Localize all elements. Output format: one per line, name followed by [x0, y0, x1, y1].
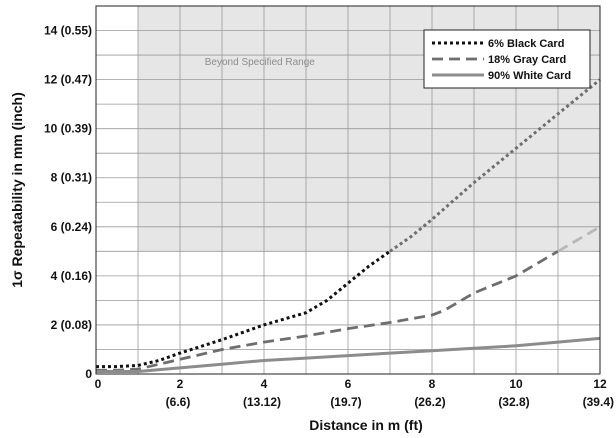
x-tick-sublabel: (19.7) — [330, 395, 361, 409]
x-tick-sublabel: (13.12) — [243, 395, 281, 409]
y-tick-label: 0 — [85, 367, 92, 381]
x-axis-title: Distance in m (ft) — [309, 417, 423, 433]
series-layer — [96, 78, 601, 373]
x-tick-label: 10 — [509, 377, 523, 391]
x-tick-sublabel: (39.4) — [583, 395, 614, 409]
plot-frame-layer — [95, 5, 601, 375]
x-tick-sublabel: (6.6) — [166, 395, 191, 409]
x-tick-label: 0 — [95, 377, 102, 391]
axis-title-layer: Distance in m (ft) 1σ Repeatability in mm… — [9, 92, 423, 433]
legend-label-2: 18% Gray Card — [488, 54, 566, 66]
x-tick-label: 4 — [261, 377, 268, 391]
series-line-1-beyond-range — [389, 78, 601, 253]
x-tick-label: 2 — [177, 377, 184, 391]
x-tick-sublabel: (26.2) — [414, 395, 445, 409]
y-tick-label: 12 (0.47) — [44, 73, 92, 87]
y-tick-label: 8 (0.31) — [51, 171, 92, 185]
x-tick-label: 12 — [593, 377, 607, 391]
y-tick-label: 6 (0.24) — [51, 220, 92, 234]
y-axis-title: 1σ Repeatability in mm (inch) — [9, 92, 25, 288]
series-line-2-beyond-range — [557, 225, 601, 253]
shaded-region-label: Beyond Specified Range — [205, 57, 316, 68]
legend-label-1: 6% Black Card — [488, 38, 564, 50]
series-line-3 — [96, 336, 601, 373]
series-line-2 — [96, 250, 559, 372]
legend: 6% Black Card 18% Gray Card 90% White Card — [423, 29, 591, 89]
tick-label-layer: 0 2 (0.08) 4 (0.16) 6 (0.24) 8 (0.31) 10 (0.3… — [44, 24, 614, 409]
series-line-1 — [96, 250, 391, 369]
x-tick-label: 6 — [345, 377, 352, 391]
legend-label-3: 90% White Card — [488, 70, 571, 82]
x-tick-label: 8 — [429, 377, 436, 391]
y-tick-label: 2 (0.08) — [51, 318, 92, 332]
y-tick-label: 4 (0.16) — [51, 269, 92, 283]
y-tick-label: 14 (0.55) — [44, 24, 92, 38]
y-tick-label: 10 (0.39) — [44, 122, 92, 136]
plot-frame — [95, 5, 601, 375]
x-tick-sublabel: (32.8) — [498, 395, 529, 409]
